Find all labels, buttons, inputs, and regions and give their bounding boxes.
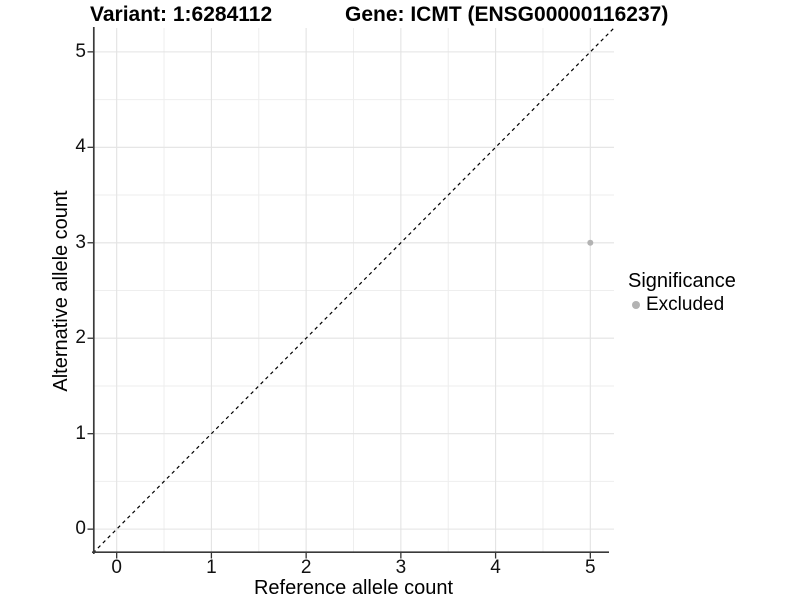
y-axis-title: Alternative allele count bbox=[50, 190, 72, 392]
x-tick-label: 4 bbox=[490, 557, 501, 578]
y-tick-label: 1 bbox=[75, 422, 86, 444]
identity-line bbox=[92, 27, 615, 554]
plot-panel bbox=[87, 27, 615, 559]
y-tick-label: 3 bbox=[75, 231, 86, 253]
x-tick-label: 2 bbox=[300, 557, 312, 578]
x-tick-label: 1 bbox=[206, 557, 217, 578]
legend-title: Significance bbox=[628, 270, 736, 292]
y-tick-label: 0 bbox=[75, 518, 86, 540]
x-tick-label: 3 bbox=[395, 557, 407, 578]
legend-point-swatch bbox=[632, 301, 640, 309]
y-tick-label: 5 bbox=[75, 40, 86, 62]
data-point bbox=[587, 239, 594, 246]
legend-item-label: Excluded bbox=[646, 294, 725, 315]
legend-item-excluded: Excluded bbox=[628, 294, 736, 316]
x-tick-label: 0 bbox=[111, 557, 122, 578]
y-tick-label: 4 bbox=[75, 136, 86, 158]
x-axis-title: Reference allele count bbox=[253, 577, 453, 599]
plot-canvas bbox=[87, 27, 615, 559]
y-tick-label: 2 bbox=[75, 327, 86, 349]
x-tick-label: 5 bbox=[585, 557, 596, 578]
variant-title: Variant: 1:6284112 bbox=[90, 3, 273, 26]
gene-title: Gene: ICMT (ENSG00000116237) bbox=[345, 3, 669, 26]
legend: Significance Excluded bbox=[628, 270, 736, 316]
